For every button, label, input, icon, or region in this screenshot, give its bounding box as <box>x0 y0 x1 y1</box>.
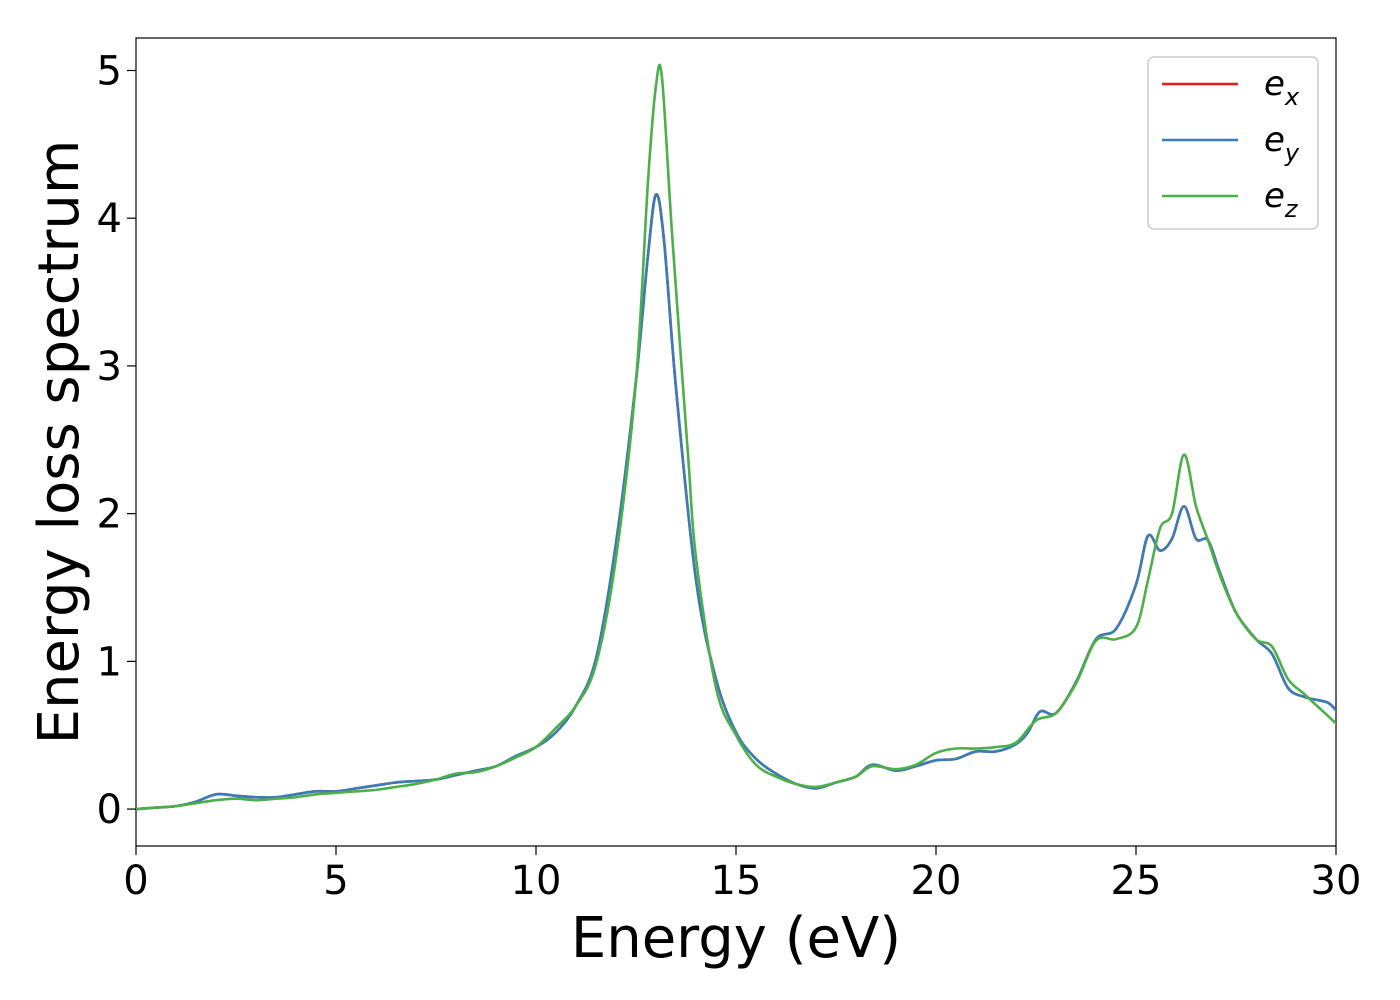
x-tick-label: 20 <box>911 858 962 904</box>
x-tick-label: 25 <box>1111 858 1162 904</box>
y-tick-label: 3 <box>97 344 122 390</box>
x-tick-label: 0 <box>123 858 148 904</box>
x-tick-label: 10 <box>511 858 562 904</box>
x-axis: 0 5 10 15 20 25 30 <box>123 846 1361 904</box>
plot-frame <box>135 37 1337 847</box>
legend-label-x: ex <box>1264 64 1300 111</box>
x-axis-title: Energy (eV) <box>571 906 901 971</box>
x-tick-label: 15 <box>711 858 762 904</box>
legend-box <box>1147 56 1319 230</box>
legend: ex ey ez <box>1147 56 1319 230</box>
legend-label-y: ey <box>1264 120 1300 167</box>
y-tick-label: 4 <box>97 196 122 242</box>
y-tick-label: 0 <box>97 787 122 833</box>
y-tick-label: 5 <box>97 48 122 94</box>
legend-label-z: ez <box>1264 176 1299 223</box>
series-line-y <box>136 193 1336 811</box>
y-tick-label: 2 <box>97 492 122 538</box>
x-tick-label: 5 <box>323 858 348 904</box>
y-tick-label: 1 <box>97 639 122 685</box>
series-line-z <box>136 63 1336 811</box>
y-axis-title: Energy loss spectrum <box>27 140 92 745</box>
y-axis: 0 1 2 3 4 5 <box>97 48 136 833</box>
x-tick-label: 30 <box>1311 858 1362 904</box>
series-layer <box>136 63 1336 811</box>
